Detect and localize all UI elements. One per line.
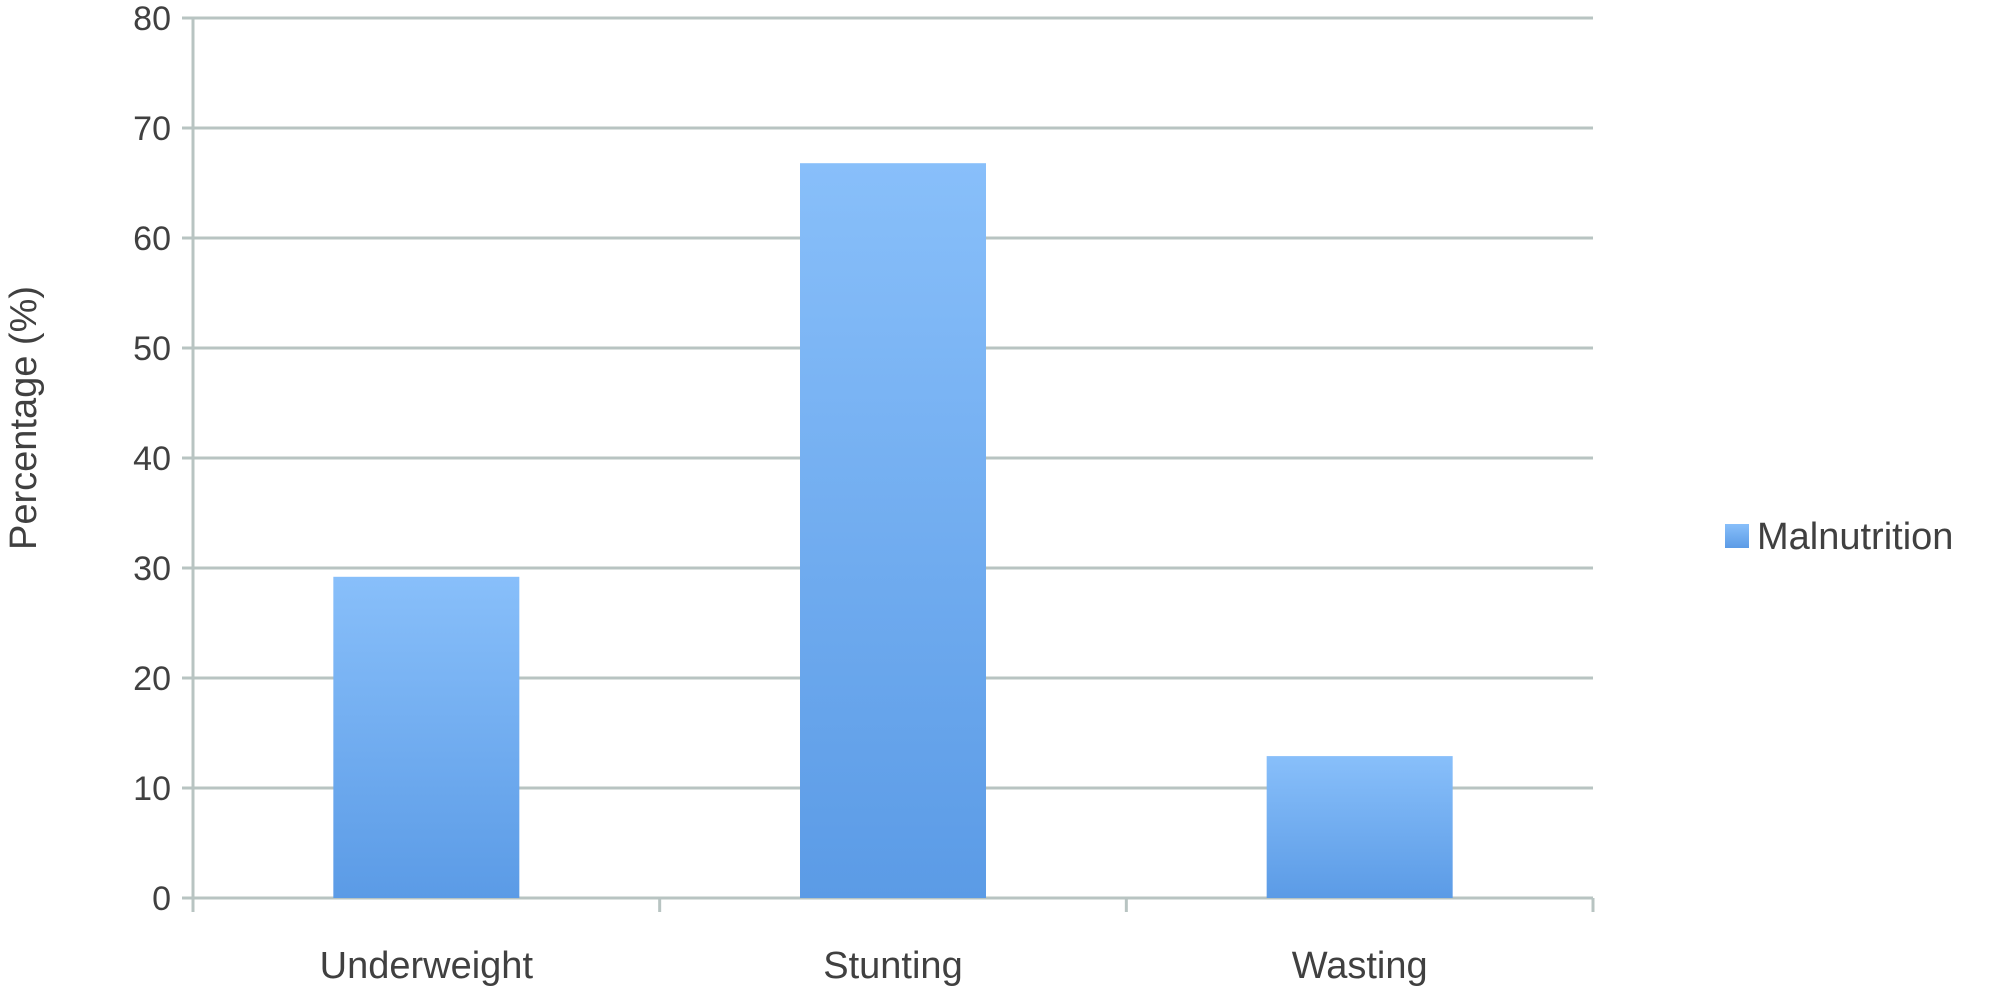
- x-category-label-underweight: Underweight: [320, 945, 534, 987]
- x-category-label-wasting: Wasting: [1292, 945, 1428, 987]
- y-axis-title: Percentage (%): [3, 286, 45, 550]
- y-tick-label-40: 40: [133, 440, 171, 478]
- y-tick-label-80: 80: [133, 0, 171, 38]
- y-tick-label-70: 70: [133, 110, 171, 148]
- legend-swatch-malnutrition: [1725, 524, 1749, 548]
- y-tick-label-50: 50: [133, 330, 171, 368]
- labels: 0 10 20 30 40 50 60 70 80 Underweight Stunting Wast…: [133, 0, 1427, 987]
- y-tick-label-10: 10: [133, 770, 171, 808]
- x-category-label-stunting: Stunting: [823, 945, 962, 987]
- y-tick-label-30: 30: [133, 550, 171, 588]
- bar-underweight: [333, 576, 520, 898]
- legend: Malnutrition: [1725, 516, 1953, 558]
- y-tick-label-0: 0: [152, 880, 171, 918]
- y-tick-label-60: 60: [133, 220, 171, 258]
- bar-wasting: [1266, 756, 1453, 898]
- y-tick-label-20: 20: [133, 660, 171, 698]
- legend-label-malnutrition: Malnutrition: [1757, 516, 1953, 558]
- bars: [333, 163, 1453, 898]
- bar-stunting: [800, 163, 986, 898]
